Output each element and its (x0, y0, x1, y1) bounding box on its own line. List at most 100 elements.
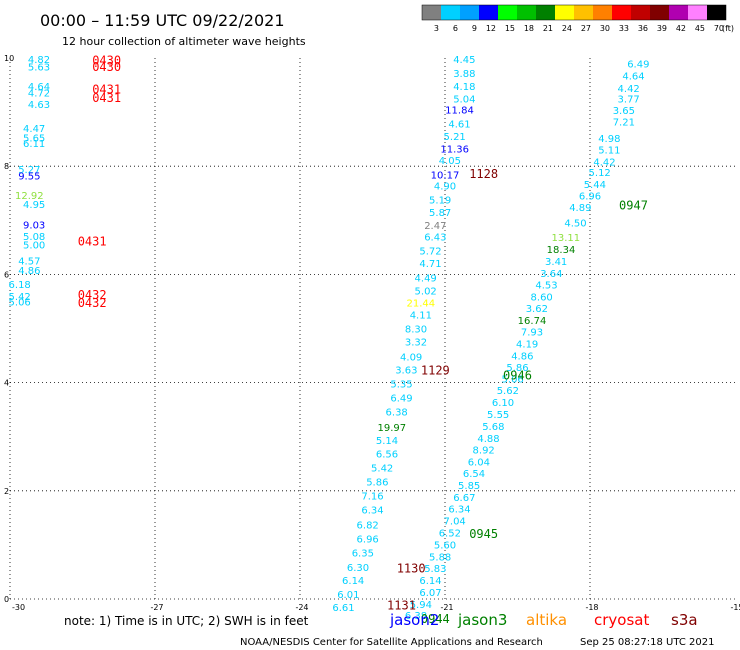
colorbar-swatch (536, 5, 555, 20)
swh-value-label: 6.49 (390, 394, 412, 405)
swh-value-label: 4.47 (23, 124, 45, 135)
swh-value-label: 3.88 (453, 69, 475, 80)
swh-value-label: 5.60 (434, 540, 456, 551)
swh-value-label: 3.65 (613, 106, 635, 117)
time-label: 0430 (92, 60, 121, 74)
swh-value-label: 4.95 (23, 200, 45, 211)
swh-value-label: 4.11 (410, 310, 432, 321)
time-label: 0431 (78, 234, 107, 248)
swh-value-label: 6.67 (453, 493, 475, 504)
swh-value-label: 6.82 (357, 520, 379, 531)
footer-timestamp: Sep 25 08:27:18 UTC 2021 (580, 637, 714, 648)
swh-value-label: 5.11 (598, 145, 620, 156)
swh-value-label: 5.08 (23, 232, 45, 243)
swh-value-label: 6.49 (627, 59, 649, 70)
x-tick-label: -24 (295, 603, 308, 612)
swh-value-label: 6.38 (386, 407, 408, 418)
x-tick-label: -21 (440, 603, 453, 612)
swh-value-label: 5.21 (444, 132, 466, 143)
swh-value-label: 4.57 (18, 256, 40, 267)
chart-subtitle: 12 hour collection of altimeter wave hei… (62, 35, 306, 48)
swh-value-label: 4.98 (598, 134, 620, 145)
swh-value-label: 4.42 (593, 157, 615, 168)
time-label: 0431 (92, 82, 121, 96)
swh-value-label: 4.64 (28, 82, 50, 93)
y-tick-label: 10 (4, 54, 14, 63)
time-label: 1130 (397, 562, 426, 576)
swh-value-label: 11.36 (440, 144, 469, 155)
swh-value-label: 5.06 (502, 374, 524, 385)
swh-value-label: 6.14 (342, 576, 364, 587)
colorbar-legend: 3 6 9 12 15 18 21 24 27 30 33 36 39 42 45 70(ft) (421, 4, 734, 33)
axes: -30 -27 -24 -21 -18 -15 0 2 4 6 8 10 (4, 54, 740, 612)
colorbar-label: 70 (714, 24, 724, 33)
swh-value-label: 10.17 (431, 170, 460, 181)
swh-value-label: 6.30 (347, 563, 369, 574)
y-tick-label: 6 (4, 270, 9, 279)
swh-value-label: 4.64 (622, 71, 644, 82)
swh-value-label: 4.45 (453, 55, 475, 66)
swh-value-label: 6.43 (424, 233, 446, 244)
colorbar-swatch (574, 5, 593, 20)
colorbar-label: 36 (638, 24, 648, 33)
swh-value-label: 4.19 (516, 340, 538, 351)
swh-value-label: 3.62 (526, 304, 548, 315)
satellite-legend-jason3: jason3 (457, 611, 507, 629)
swh-value-label: 4.18 (453, 82, 475, 93)
colorbar-label: 39 (657, 24, 667, 33)
colorbar-frame (421, 4, 727, 21)
swh-value-label: 4.89 (569, 203, 591, 214)
colorbar-label: 9 (472, 24, 477, 33)
x-tick-label: -27 (150, 603, 163, 612)
colorbar-label: 18 (524, 24, 534, 33)
swh-value-label: 4.86 (511, 352, 533, 363)
colorbar-label: 6 (453, 24, 458, 33)
swh-value-label: 6.01 (337, 590, 359, 601)
swh-value-label: 5.72 (419, 247, 441, 258)
swh-value-label: 6.10 (492, 398, 514, 409)
swh-value-label: 3.63 (395, 366, 417, 377)
swh-value-label: 7.04 (444, 517, 466, 528)
swh-value-label: 4.72 (28, 89, 50, 100)
swh-value-label: 4.61 (448, 119, 470, 130)
swh-value-label: 5.27 (18, 165, 40, 176)
swh-value-label: 4.09 (400, 353, 422, 364)
swh-value-label: 4.53 (535, 281, 557, 292)
swh-value-label: 5.42 (9, 292, 31, 303)
swh-value-label: 5.86 (506, 363, 528, 374)
swh-value-label: 4.82 (28, 55, 50, 66)
footer-note: note: 1) Time is in UTC; 2) SWH is in fe… (64, 614, 309, 628)
y-tick-label: 2 (4, 487, 9, 496)
colorbar-label: 45 (695, 24, 705, 33)
swh-value-label: 6.14 (419, 576, 441, 587)
swh-value-label: 5.83 (424, 564, 446, 575)
time-label: 0432 (78, 288, 107, 302)
swh-value-label: 7.93 (521, 328, 543, 339)
swh-value-label: 6.11 (23, 139, 45, 150)
swh-value-label: 8.92 (473, 446, 495, 457)
colorbar-swatch (517, 5, 536, 20)
swh-value-label: 3.32 (405, 337, 427, 348)
swh-value-label: 5.12 (589, 168, 611, 179)
swh-value-label: 5.68 (482, 422, 504, 433)
colorbar-unit: (ft) (722, 24, 734, 33)
swh-value-label: 5.94 (410, 600, 432, 611)
swh-value-label: 6.34 (448, 505, 470, 516)
swh-value-label: 3.41 (545, 257, 567, 268)
swh-value-label: 4.88 (477, 434, 499, 445)
colorbar-swatch (422, 5, 441, 20)
x-tick-label: -15 (730, 603, 740, 612)
swh-value-label: 21.44 (407, 299, 436, 310)
swh-value-label: 5.55 (487, 410, 509, 421)
swh-value-label: 4.50 (564, 218, 586, 229)
time-label: 0430 (92, 54, 121, 68)
swh-value-label: 7.16 (361, 492, 383, 503)
time-label: 0432 (78, 296, 107, 310)
swh-value-label: 4.86 (18, 266, 40, 277)
colorbar-label: 27 (581, 24, 591, 33)
y-tick-label: 4 (4, 379, 9, 388)
swh-value-label: 4.42 (618, 84, 640, 95)
swh-value-label: 3.77 (618, 95, 640, 106)
